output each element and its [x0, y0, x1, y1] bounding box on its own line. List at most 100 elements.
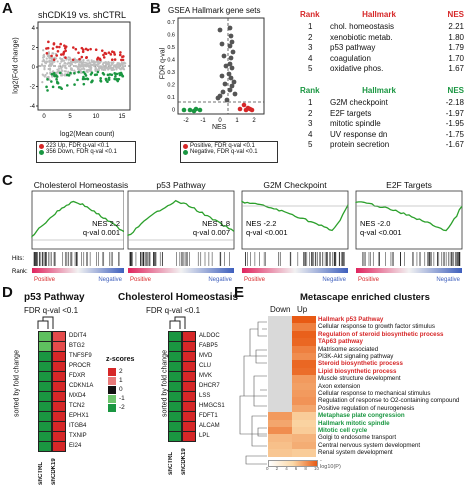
ma-point-ns: [42, 49, 45, 52]
heatmap-gene-label: FDXR: [69, 373, 86, 379]
gsea-rank-bar: [242, 268, 348, 273]
ma-point-ns: [80, 65, 83, 68]
ma-point-up: [110, 58, 114, 62]
ma-point-ns: [64, 62, 67, 65]
ma-point-ns: [42, 59, 46, 63]
e-heat-cell-up: [292, 412, 316, 420]
ma-ytick: -2: [30, 85, 36, 91]
ma-point-ns: [97, 69, 100, 72]
neg-table-row: 5 protein secretion -1.67: [300, 140, 470, 151]
e-scale-tick: 4: [285, 466, 288, 471]
ma-point-up: [85, 56, 88, 60]
ma-ytick: 4: [32, 26, 36, 32]
ma-point-ns: [98, 61, 102, 64]
ma-point-ns: [72, 60, 75, 64]
heatmap-row: MVD: [168, 350, 212, 362]
zscore-legend-item: -1: [108, 394, 125, 403]
e-term-label: Central nervous system development: [318, 441, 421, 449]
heatmap-col-label: shCTRL: [38, 462, 44, 485]
ma-point-ns: [76, 67, 80, 71]
heatmap-cell: [182, 430, 196, 442]
zscore-swatch: [108, 385, 116, 394]
ma-point-up: [102, 53, 105, 57]
ma-ytick: -4: [30, 104, 36, 110]
ma-point-ns: [83, 68, 86, 71]
heatmap-gene-label: PROCR: [69, 363, 91, 369]
gsea-qval: q-val 0.007: [193, 228, 230, 237]
legend-positive-text: Positive, FDR q-val <0.1: [190, 143, 255, 149]
e-heat-cell-up: [292, 397, 316, 405]
heatmap-row: MVK: [168, 370, 212, 382]
ma-point-down: [50, 72, 54, 76]
e-heat-cell-up: [292, 323, 316, 331]
volcano-ytick: 0.5: [167, 45, 175, 51]
pos-table-cell: 2.21: [448, 22, 464, 31]
volcano-point-ns: [219, 41, 225, 47]
ma-point-ns: [105, 66, 108, 70]
panel-a-label: A: [2, 0, 13, 17]
gsea-plot-title: Cholesterol Homeostasis: [33, 180, 129, 190]
volcano-xtick: 0: [218, 118, 222, 124]
neg-table-cell: -1.67: [445, 140, 464, 149]
volcano-point-ns: [229, 65, 235, 71]
ma-point-ns: [120, 63, 123, 66]
ma-point-down: [95, 73, 98, 76]
gsea-positive-label: Positive: [34, 277, 56, 283]
e-heat-cell-down: [268, 390, 292, 398]
heatmap-gene-label: CDKN1A: [69, 383, 94, 389]
heatmap-row: FABP5: [168, 340, 218, 352]
volcano-point-ns: [228, 75, 234, 81]
heatmap-gene-label: TXNIP: [69, 433, 87, 439]
ma-point-ns: [48, 64, 51, 67]
e-term-label: Matrisome associated: [318, 345, 379, 353]
e-heat-cell-down: [268, 375, 292, 383]
ma-point-up: [52, 58, 56, 62]
ma-point-ns: [50, 58, 53, 61]
heatmap-col-label: shCDK19: [51, 458, 57, 485]
heatmap-cell: [38, 440, 52, 452]
ma-point-ns: [107, 64, 111, 67]
heatmap-gene-label: FABP5: [199, 343, 218, 349]
ma-point-up: [89, 47, 92, 51]
heatmap-col-label: shCDK19: [181, 448, 187, 475]
ma-point-down: [76, 78, 79, 82]
ma-point-ns: [43, 75, 46, 78]
pos-table-cell: 4: [308, 53, 313, 63]
ma-point-ns: [95, 63, 98, 66]
heatmap-gene-label: DDIT4: [69, 333, 87, 339]
ma-point-up: [111, 50, 114, 54]
ma-point-down: [104, 77, 108, 81]
ma-point-up: [78, 57, 81, 61]
ma-point-ns: [89, 66, 92, 69]
ma-point-down: [83, 77, 87, 81]
e-heat-cell-down: [268, 323, 292, 331]
d-left-sub: FDR q-val <0.1: [24, 306, 79, 315]
ma-point-down: [90, 80, 94, 83]
ma-point-ns: [97, 65, 100, 68]
neg-table-cell: G2M checkpoint: [330, 98, 388, 107]
ma-xtick: 0: [42, 114, 46, 120]
ma-point-down: [81, 77, 85, 81]
e-term-label: Metaphase plate congression: [318, 412, 405, 420]
ma-point-ns: [84, 61, 87, 64]
neg-table-row: 3 mitotic spindle -1.95: [300, 119, 470, 130]
ma-point-ns: [63, 70, 66, 73]
ma-point-ns: [78, 60, 81, 63]
gsea-negative-label: Negative: [208, 277, 232, 283]
e-heat-cell-down: [268, 345, 292, 353]
ma-point-up: [96, 56, 100, 60]
gsea-frame: [355, 190, 463, 250]
pos-table-header: Rank Hallmark NES: [300, 10, 470, 19]
e-term-label: Hallmark p53 Pathway: [318, 316, 384, 323]
gsea-rank-bar: [356, 268, 462, 273]
volcano-point-ns: [227, 25, 233, 31]
ma-xtick: 10: [93, 114, 100, 120]
ma-point-down: [69, 71, 72, 75]
e-term-label: TAp63 pathway: [318, 338, 363, 346]
ma-point-down: [45, 85, 48, 89]
heatmap-gene-label: TCN2: [69, 403, 85, 409]
ma-point-down: [113, 77, 116, 81]
neg-table-cell: 1: [308, 98, 313, 107]
e-heat-cell-up: [292, 404, 316, 413]
ma-point-ns: [115, 66, 118, 69]
